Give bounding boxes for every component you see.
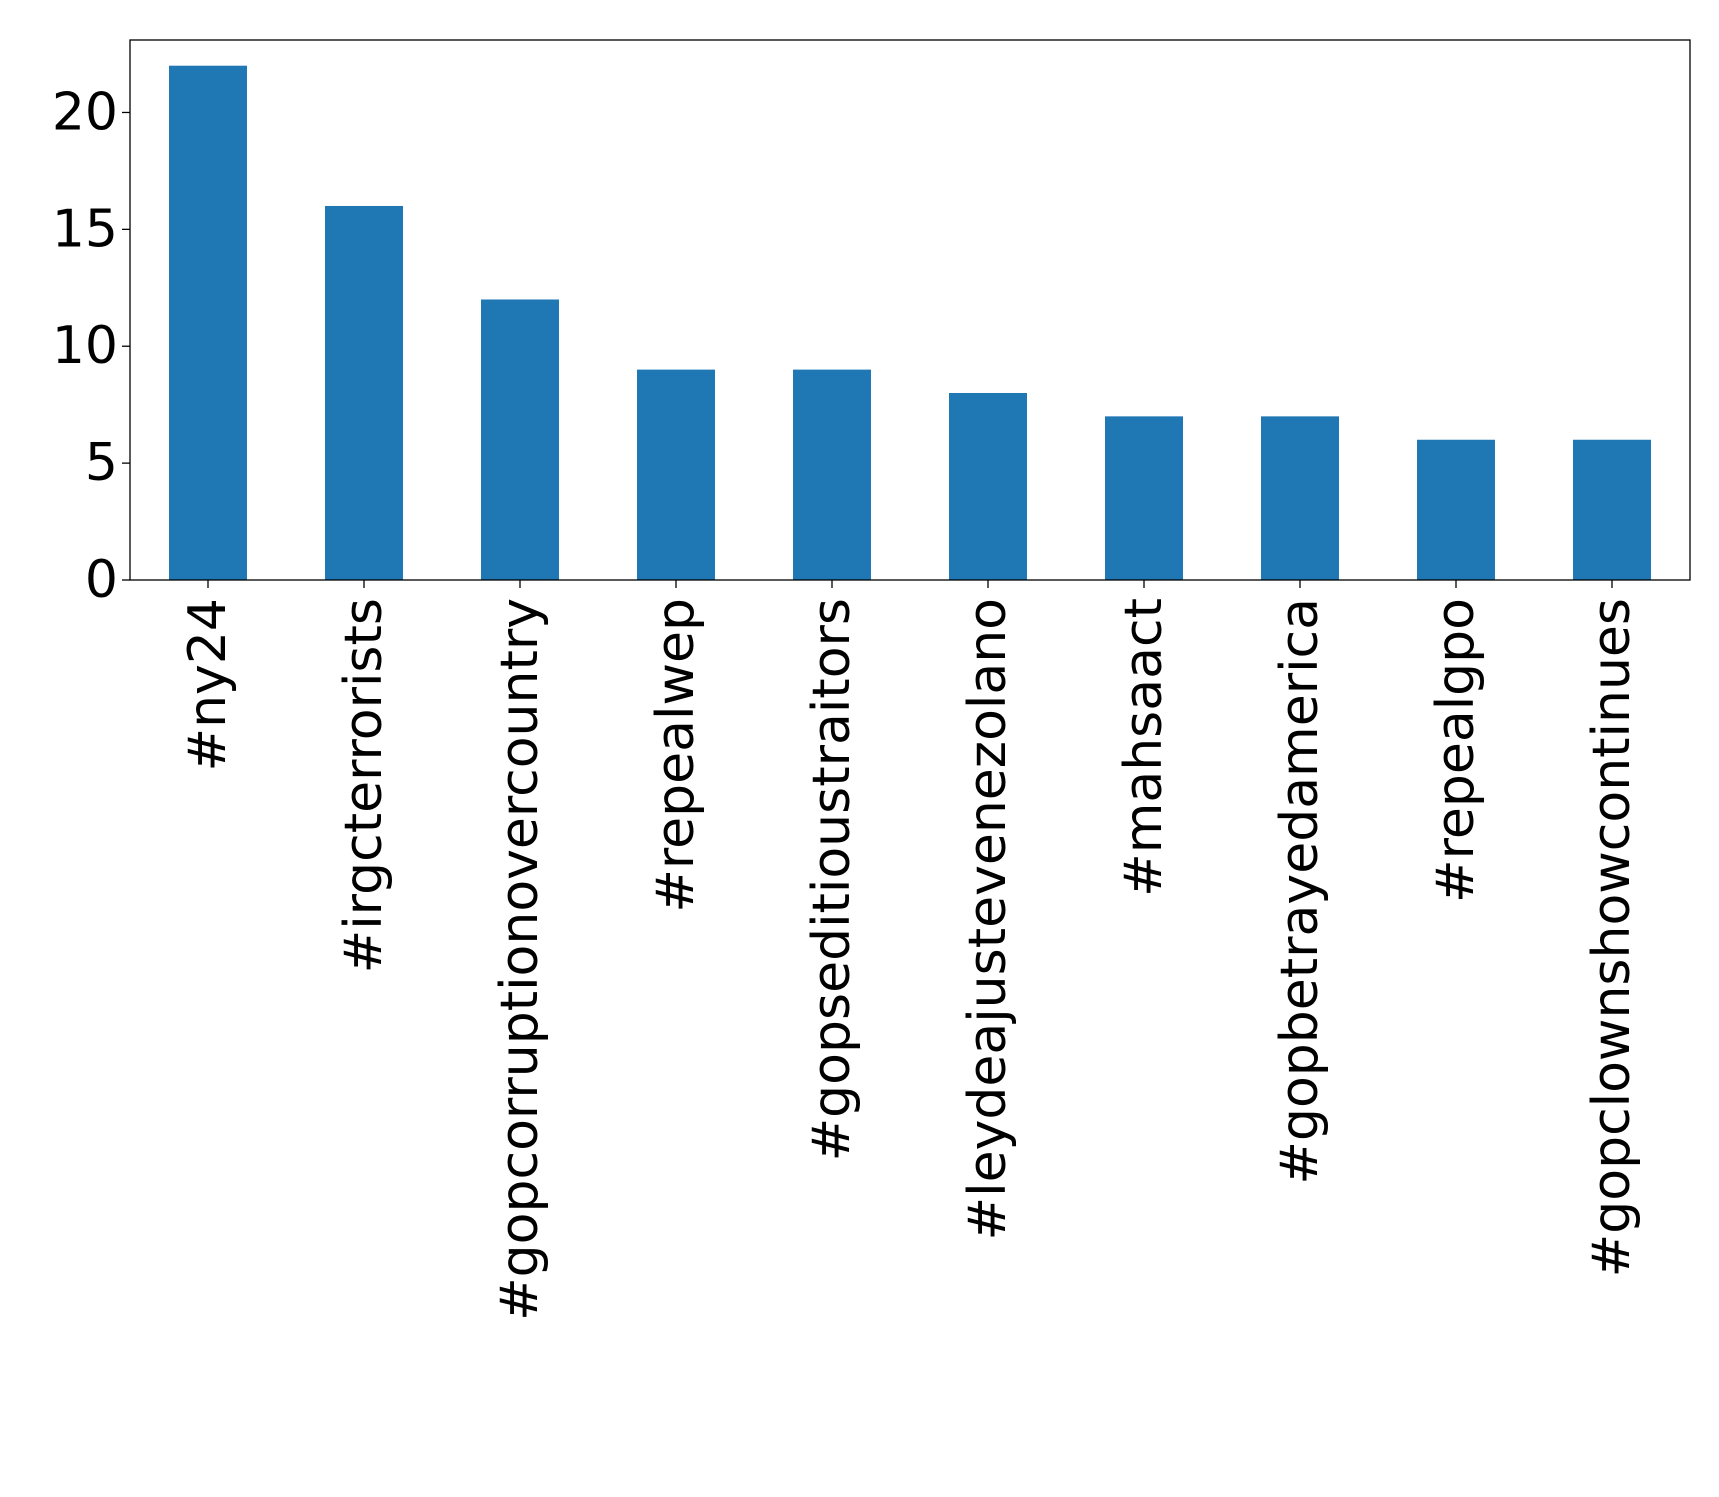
x-tick-label-7: #gopbetrayedamerica [1270, 598, 1330, 1185]
y-tick-label-3: 15 [52, 199, 118, 259]
x-tick-label-8: #repealgpo [1426, 598, 1486, 903]
x-tick-label-9: #gopclownshowcontinues [1582, 598, 1642, 1277]
x-axis: #ny24 #irgcterrorists #gopcorruptionoverco… [178, 580, 1642, 1321]
y-tick-label-1: 5 [85, 433, 118, 493]
x-tick-label-6: #mahsaact [1114, 598, 1174, 897]
bar-1 [325, 205, 403, 580]
bars-group [169, 65, 1651, 580]
y-tick-label-2: 10 [52, 316, 118, 376]
bar-0 [169, 65, 247, 580]
x-tick-label-2: #gopcorruptionovercountry [490, 598, 550, 1321]
bar-3 [637, 369, 715, 580]
x-tick-label-5: #leydeajustevenezolano [958, 598, 1018, 1240]
bar-6 [1105, 416, 1183, 580]
plot-frame [129, 39, 1691, 581]
bar-4 [793, 369, 871, 580]
bar-8 [1417, 439, 1495, 580]
y-axis: 0 5 10 15 20 [52, 82, 130, 610]
x-tick-label-0: #ny24 [178, 598, 238, 771]
y-tick-label-4: 20 [52, 82, 118, 142]
y-tick-label-0: 0 [85, 550, 118, 610]
x-tick-label-1: #irgcterrorists [334, 598, 394, 973]
bar-2 [481, 299, 559, 580]
bar-9 [1573, 439, 1651, 580]
bar-5 [949, 392, 1027, 580]
bar-7 [1261, 416, 1339, 580]
x-tick-label-4: #gopseditioustraitors [802, 598, 862, 1161]
x-tick-label-3: #repealwep [646, 598, 706, 913]
